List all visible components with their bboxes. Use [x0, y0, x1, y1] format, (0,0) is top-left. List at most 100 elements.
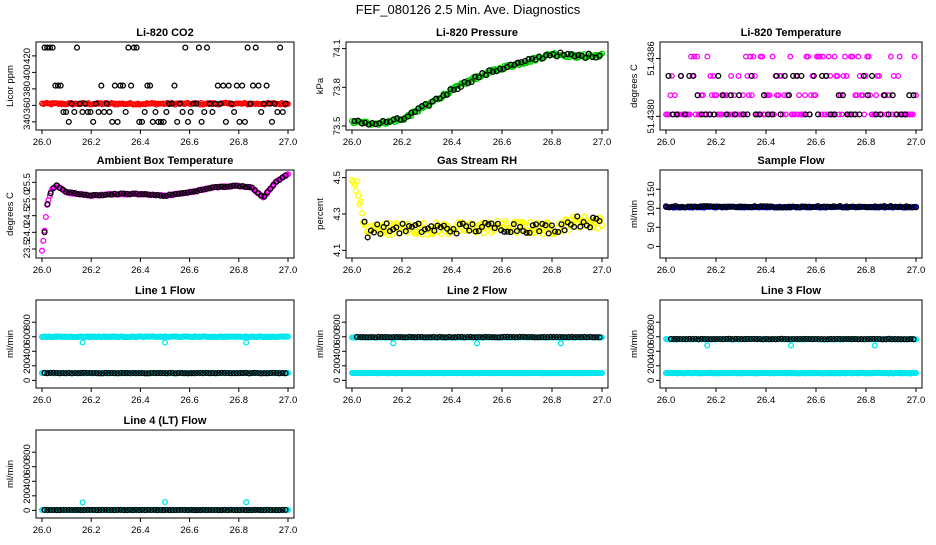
data-point: [381, 334, 388, 341]
x-tick-label: 26.6: [180, 395, 199, 406]
data-point: [129, 369, 137, 377]
data-point: [255, 82, 262, 89]
data-point: [114, 370, 121, 377]
data-point: [248, 507, 256, 514]
data-point: [119, 82, 127, 89]
data-point: [532, 56, 539, 63]
y-tick-label: 0: [22, 378, 33, 383]
data-point: [586, 224, 594, 231]
data-point: [273, 369, 280, 377]
data-point: [128, 82, 135, 89]
data-point: [766, 92, 773, 99]
panel-title: Line 4 (LT) Flow: [124, 415, 207, 427]
x-tick-label: 26.2: [707, 395, 726, 406]
data-point: [209, 184, 216, 191]
data-point: [284, 369, 292, 376]
data-point: [507, 61, 514, 68]
panel-title: Line 1 Flow: [135, 285, 195, 297]
data-point: [814, 203, 821, 210]
data-point: [284, 333, 292, 340]
series-group: [348, 176, 606, 241]
y-tick-label: 24.5: [22, 206, 33, 225]
data-point: [426, 230, 434, 237]
data-point: [710, 203, 717, 210]
data-point: [79, 499, 86, 506]
data-point: [387, 334, 394, 341]
y-tick-label: 600: [646, 329, 657, 345]
data-point: [236, 183, 243, 190]
data-point: [187, 108, 194, 116]
data-point: [184, 118, 192, 125]
data-point: [71, 506, 79, 514]
data-point: [374, 221, 381, 228]
data-point: [285, 100, 291, 107]
data-point: [65, 506, 72, 513]
data-point: [74, 370, 82, 377]
data-point: [525, 55, 532, 63]
data-point: [50, 369, 57, 376]
data-point: [384, 334, 391, 341]
series-fill: [348, 49, 606, 128]
data-point: [662, 203, 670, 210]
x-tick-label: 26.6: [180, 137, 199, 148]
data-point: [504, 228, 511, 235]
data-point: [209, 506, 216, 514]
data-point: [665, 72, 672, 79]
data-point: [200, 370, 207, 377]
data-point: [264, 370, 271, 377]
data-point: [215, 507, 222, 514]
data-point: [698, 335, 705, 342]
data-point: [79, 339, 86, 346]
data-point: [261, 193, 268, 200]
data-point: [179, 108, 186, 116]
data-point: [465, 80, 472, 87]
data-point: [704, 342, 711, 349]
data-point: [90, 506, 97, 513]
data-point: [525, 333, 532, 341]
data-point: [241, 118, 248, 125]
data-point: [713, 203, 720, 210]
data-point: [825, 53, 832, 60]
data-point: [669, 203, 676, 210]
data-point: [99, 192, 106, 199]
x-tick-label: 26.4: [443, 137, 462, 148]
data-point: [843, 72, 850, 79]
y-tick-label: 400: [22, 473, 33, 489]
data-point: [79, 108, 86, 116]
data-point: [751, 72, 758, 79]
data-point: [806, 335, 813, 343]
series-cyan-high: [38, 333, 292, 341]
data-point: [805, 53, 811, 60]
x-tick-label: 26.4: [443, 265, 462, 276]
data-point: [545, 230, 552, 237]
x-tick-label: 26.0: [33, 395, 52, 406]
data-point: [383, 220, 390, 227]
data-point: [682, 111, 689, 118]
data-point: [447, 86, 454, 93]
data-point: [187, 188, 194, 195]
data-point: [163, 506, 170, 513]
data-point: [144, 82, 151, 89]
data-point: [190, 100, 197, 107]
data-point: [363, 334, 370, 341]
data-point: [96, 192, 103, 199]
plot-frame: [659, 299, 923, 389]
data-point: [87, 506, 94, 513]
data-point: [776, 204, 783, 211]
plot-frame: [345, 169, 609, 259]
data-point: [821, 111, 828, 118]
y-axis-label: degrees C: [5, 192, 16, 236]
data-point: [672, 202, 679, 210]
data-point: [482, 333, 489, 340]
data-point: [833, 203, 840, 210]
data-point: [753, 336, 760, 343]
data-point: [270, 506, 277, 514]
data-point: [126, 191, 133, 198]
data-point: [539, 55, 546, 62]
data-point: [485, 221, 492, 228]
x-tick-label: 26.6: [493, 395, 512, 406]
data-point: [228, 100, 235, 107]
data-point: [147, 82, 154, 89]
data-point: [193, 188, 201, 195]
data-point: [824, 203, 831, 210]
